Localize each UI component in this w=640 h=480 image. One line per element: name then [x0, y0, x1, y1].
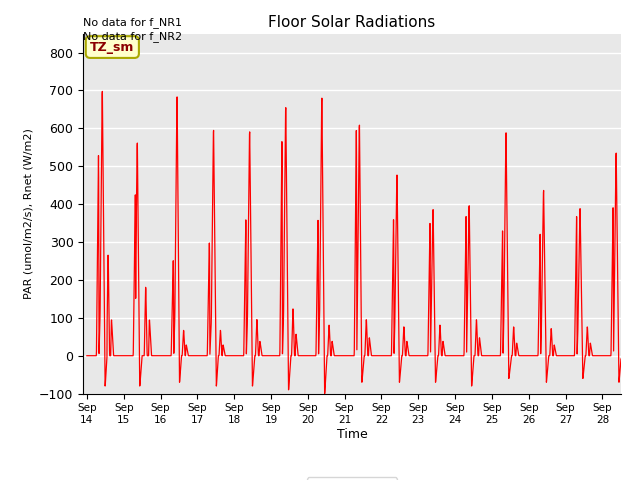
Y-axis label: PAR (umol/m2/s), Rnet (W/m2): PAR (umol/m2/s), Rnet (W/m2) [24, 128, 33, 299]
Text: No data for f_NR1: No data for f_NR1 [83, 17, 182, 28]
Legend: q_line: q_line [307, 477, 397, 480]
Title: Floor Solar Radiations: Floor Solar Radiations [268, 15, 436, 30]
Text: TZ_sm: TZ_sm [90, 40, 134, 54]
Text: No data for f_NR2: No data for f_NR2 [83, 31, 182, 42]
X-axis label: Time: Time [337, 428, 367, 441]
